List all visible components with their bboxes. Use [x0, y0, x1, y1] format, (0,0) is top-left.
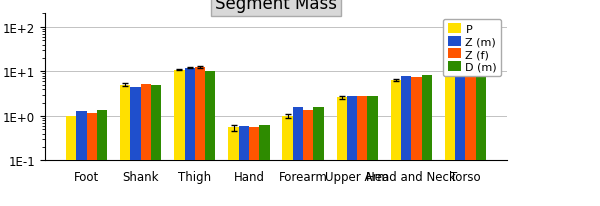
Bar — [401, 76, 412, 206]
Bar — [195, 68, 205, 206]
Bar — [229, 128, 239, 206]
Bar — [66, 116, 76, 206]
Bar — [97, 111, 107, 206]
Bar — [283, 116, 293, 206]
Bar — [476, 44, 486, 206]
Bar — [422, 75, 432, 206]
Bar — [120, 85, 130, 206]
Title: Segment Mass: Segment Mass — [215, 0, 337, 13]
Bar — [445, 44, 455, 206]
Bar — [293, 108, 303, 206]
Bar — [205, 72, 215, 206]
Bar — [303, 111, 313, 206]
Bar — [466, 46, 476, 206]
Bar — [347, 97, 357, 206]
Bar — [249, 128, 259, 206]
Bar — [130, 87, 140, 206]
Bar — [313, 108, 323, 206]
Bar — [337, 98, 347, 206]
Bar — [76, 111, 86, 206]
Bar — [412, 78, 422, 206]
Bar — [239, 126, 249, 206]
Bar — [140, 85, 151, 206]
Bar — [185, 68, 195, 206]
Bar — [455, 45, 466, 206]
Legend: P, Z (m), Z (f), D (m): P, Z (m), Z (f), D (m) — [443, 20, 502, 77]
Bar — [391, 80, 401, 206]
Bar — [151, 85, 161, 206]
Bar — [367, 96, 378, 206]
Bar — [174, 70, 185, 206]
Bar — [259, 126, 269, 206]
Bar — [357, 97, 367, 206]
Bar — [86, 114, 97, 206]
